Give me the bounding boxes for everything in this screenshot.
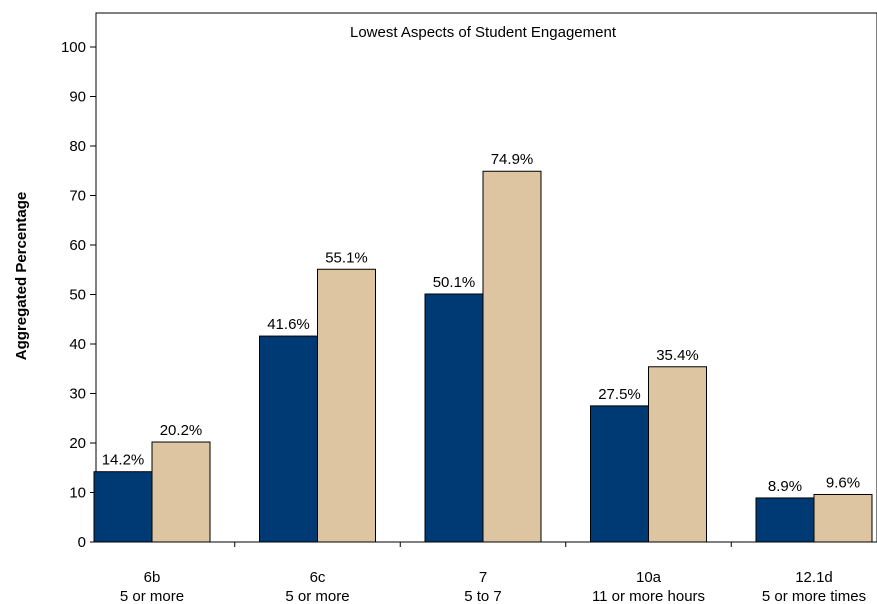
y-tick-label: 60 (69, 237, 86, 254)
data-label: 8.9% (768, 478, 802, 495)
category-label-code: 7 (479, 569, 487, 586)
bar-series1-2 (424, 293, 484, 543)
y-tick-label: 50 (69, 287, 86, 304)
category-label-desc: 5 or more (120, 588, 184, 604)
y-tick-label: 0 (78, 534, 86, 551)
category-label-desc: 5 to 7 (464, 588, 502, 604)
chart-title: Lowest Aspects of Student Engagement (350, 24, 617, 41)
bar-series2-0 (151, 441, 211, 543)
y-tick-label: 30 (69, 386, 86, 403)
data-label: 14.2% (102, 452, 145, 469)
x-axis: 6b 5 or more 6c 5 or more 7 5 to 7 10a 11 or mo… (120, 542, 866, 604)
y-tick-label: 70 (69, 188, 86, 205)
data-label: 74.9% (491, 151, 534, 168)
y-axis-label: Aggregated Percentage (13, 192, 30, 360)
bars-group: 14.2% 20.2% 41.6% 55.1% 50.1% 74.9% 27.5% 35.4%… (93, 151, 873, 543)
bar-series1-3 (590, 405, 649, 543)
data-label: 9.6% (826, 474, 860, 491)
y-tick-label: 80 (69, 138, 86, 155)
category-label-code: 12.1d (795, 569, 833, 586)
y-tick-label: 10 (69, 485, 86, 502)
category-label-code: 6b (144, 569, 161, 586)
data-label: 27.5% (598, 386, 641, 403)
bar-series2-2 (482, 170, 542, 543)
category-label-desc: 5 or more times (762, 588, 866, 604)
bar-series1-4 (755, 497, 815, 543)
data-label: 20.2% (160, 422, 203, 439)
data-label: 55.1% (325, 249, 368, 266)
data-label: 35.4% (656, 347, 699, 364)
y-tick-label: 40 (69, 336, 86, 353)
category-label-code: 6c (310, 569, 326, 586)
data-label: 41.6% (267, 316, 310, 333)
bar-series1-0 (93, 471, 153, 543)
category-label-desc: 11 or more hours (592, 588, 705, 604)
bar-series2-1 (317, 268, 376, 543)
y-tick-label: 90 (69, 89, 86, 106)
category-label-desc: 5 or more (285, 588, 349, 604)
bar-series2-4 (813, 493, 873, 543)
bar-series1-1 (259, 335, 318, 543)
y-tick-label: 100 (61, 39, 86, 56)
bar-series2-3 (648, 366, 707, 543)
y-axis: 0 10 20 30 40 50 60 70 80 90 100 (61, 39, 96, 551)
category-label-code: 10a (636, 569, 662, 586)
y-tick-label: 20 (69, 435, 86, 452)
data-label: 50.1% (433, 274, 476, 291)
